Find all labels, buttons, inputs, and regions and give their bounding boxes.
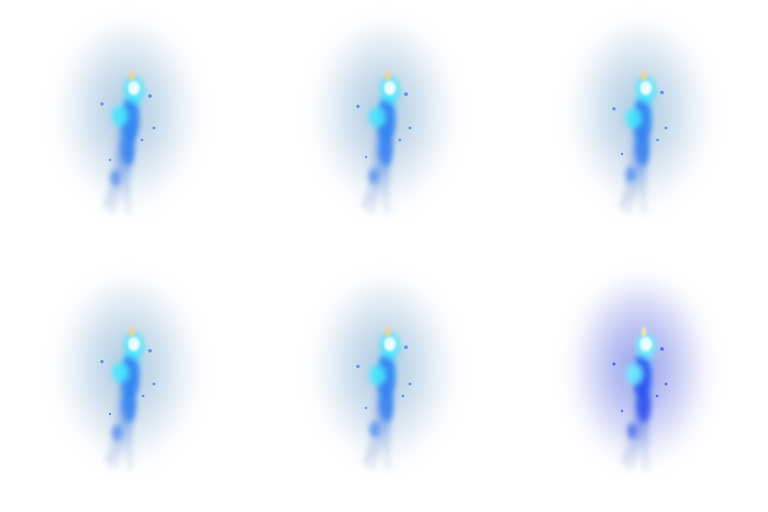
flame-particles: [356, 92, 412, 159]
flame-particles: [612, 90, 668, 156]
flame-body: [368, 98, 395, 185]
flame-particles: [356, 345, 412, 410]
flame-spark: [641, 327, 647, 337]
flame-sprite-4: [56, 278, 200, 478]
flame-frame-3: [512, 0, 768, 256]
flame-sprite-1: [56, 22, 200, 222]
flame-sprite-5: [312, 278, 456, 478]
flame-body: [110, 98, 139, 186]
flame-sprite-2: [312, 22, 456, 222]
flame-frame-6: [512, 256, 768, 512]
flame-spark: [129, 71, 135, 81]
flame-body: [625, 98, 651, 183]
flame-frame-1: [0, 0, 256, 256]
flame-frame-2: [256, 0, 512, 256]
flame-sprite-3: [568, 22, 712, 222]
flame-body: [369, 354, 395, 438]
flame-body: [626, 354, 651, 439]
flame-sprite-6: [568, 278, 712, 478]
flame-particles: [612, 347, 668, 413]
flame-spark: [385, 71, 391, 81]
flame-frame-4: [0, 256, 256, 512]
flame-spark: [641, 71, 647, 81]
flame-particles: [100, 349, 156, 416]
flame-body: [111, 354, 139, 441]
flame-spark: [129, 327, 135, 337]
flame-spark: [385, 327, 391, 337]
flame-particles: [100, 94, 156, 162]
flame-frame-5: [256, 256, 512, 512]
